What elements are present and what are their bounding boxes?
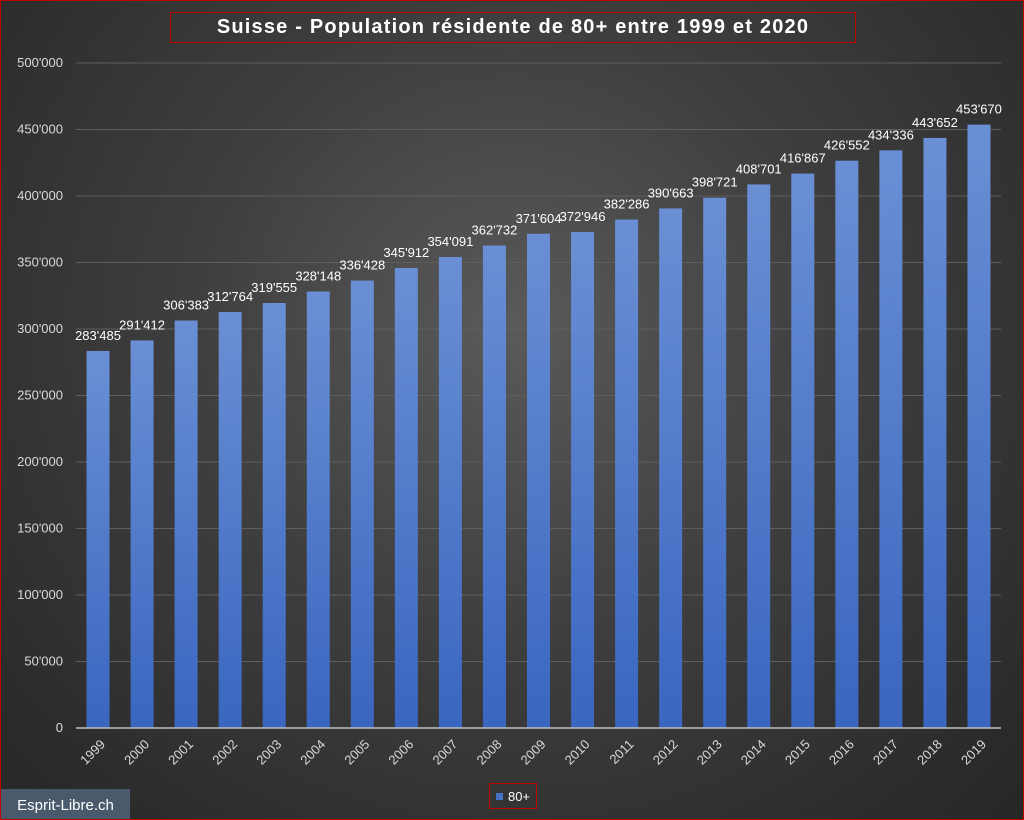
y-tick-label: 150'000 [17,521,63,536]
data-label: 443'652 [912,115,958,130]
x-tick-label: 2019 [958,737,989,768]
data-label: 453'670 [956,102,1002,117]
data-label: 416'867 [780,151,826,166]
data-label: 328'148 [295,269,341,284]
y-tick-label: 350'000 [17,255,63,270]
bar [86,350,110,728]
y-tick-label: 250'000 [17,388,63,403]
data-label: 312'764 [207,289,253,304]
chart-title: Suisse - Population résidente de 80+ ent… [170,12,856,43]
y-tick-label: 50'000 [24,654,63,669]
data-label: 345'912 [383,245,429,260]
bar [571,231,595,729]
bar [218,312,242,728]
data-label: 398'721 [692,175,738,190]
y-tick-label: 200'000 [17,454,63,469]
legend: 80+ [489,783,537,809]
data-label: 408'701 [736,161,782,176]
y-axis-tick-labels: 0 50'000 100'000 150'000 200'000 250'000 300'0… [17,55,63,735]
data-label: 362'732 [472,223,518,238]
bar [130,340,154,728]
bar [174,320,198,728]
x-tick-label: 2002 [209,737,240,768]
bar [615,219,639,728]
data-label: 354'091 [427,234,473,249]
x-tick-label: 2005 [341,737,372,768]
data-label: 336'428 [339,258,385,273]
x-tick-label: 2017 [870,737,901,768]
bar [350,280,374,728]
bar [306,291,330,728]
x-tick-label: 2012 [650,737,681,768]
x-tick-label: 1999 [77,737,108,768]
data-label: 283'485 [75,328,121,343]
watermark-label: Esprit-Libre.ch [1,789,130,819]
data-label: 306'383 [163,298,209,313]
bar [527,233,550,729]
bar [482,245,506,728]
bar [879,150,903,728]
y-tick-label: 300'000 [17,321,63,336]
bar [394,267,418,728]
x-tick-label: 2004 [297,737,328,768]
x-tick-label: 2010 [562,737,593,768]
legend-swatch [495,792,503,800]
data-label: 371'604 [516,211,562,226]
bars [86,124,991,729]
data-label: 426'552 [824,138,870,153]
y-tick-label: 0 [56,720,63,735]
x-axis-tick-labels: 1999 2000 2001 2002 2003 2004 2005 2006 2007 2008… [77,737,989,768]
data-label: 291'412 [119,317,165,332]
x-tick-label: 2009 [518,737,549,768]
bar [967,124,991,728]
bar [659,208,683,728]
bar [747,184,771,728]
x-tick-label: 2011 [606,737,636,767]
x-tick-label: 2006 [385,737,416,768]
x-tick-label: 2018 [914,737,945,768]
y-tick-label: 100'000 [17,587,63,602]
x-tick-label: 2008 [474,737,505,768]
x-tick-label: 2013 [694,737,725,768]
bar [262,302,286,728]
data-label: 382'286 [604,197,650,212]
data-label: 434'336 [868,127,914,142]
x-tick-label: 2007 [429,737,460,768]
data-label: 372'946 [560,209,606,224]
x-tick-label: 2016 [826,737,857,768]
legend-label: 80+ [507,788,531,804]
y-tick-label: 400'000 [17,188,63,203]
x-tick-label: 2003 [253,737,284,768]
y-tick-label: 500'000 [17,55,63,70]
bar [835,160,859,728]
bar [923,137,947,728]
bar [438,257,462,728]
x-tick-label: 2015 [782,737,813,768]
y-tick-label: 450'000 [17,122,63,137]
bar [703,197,727,729]
x-tick-label: 2000 [121,737,152,768]
data-label: 319'555 [251,280,297,295]
bar [791,173,815,728]
x-tick-label: 2014 [738,737,769,768]
x-tick-label: 2001 [165,737,196,768]
data-label: 390'663 [648,185,694,200]
